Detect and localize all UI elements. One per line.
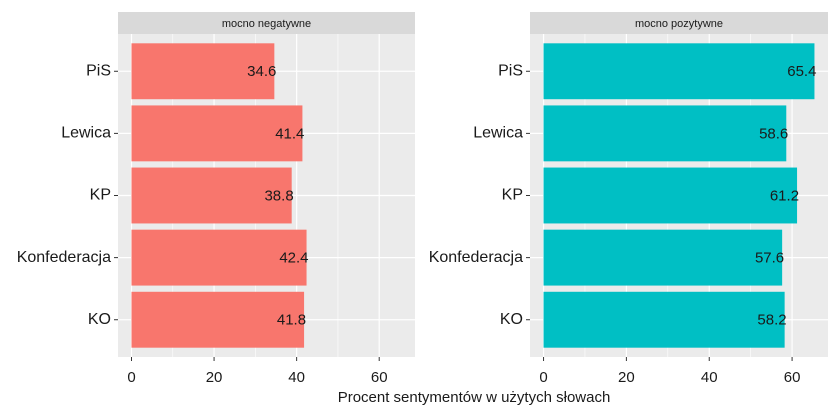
y-tick-label: Lewica	[61, 125, 111, 142]
bar	[131, 105, 303, 162]
facet-title: mocno negatywne	[222, 18, 311, 30]
y-tick-label: PiS	[498, 62, 523, 79]
bar	[543, 229, 783, 286]
y-tick-label: Konfederacja	[17, 249, 111, 266]
bar	[131, 291, 305, 348]
data-label: 38.8	[264, 187, 293, 204]
bar	[131, 43, 275, 100]
x-tick-label: 60	[784, 369, 801, 386]
bar	[131, 167, 292, 224]
data-label: 41.4	[275, 125, 304, 142]
x-tick-label: 40	[701, 369, 718, 386]
data-label: 58.6	[759, 125, 788, 142]
data-label: 58.2	[757, 312, 786, 329]
strip	[118, 12, 415, 34]
y-tick-label: KP	[90, 187, 111, 204]
x-tick-label: 20	[618, 369, 635, 386]
y-tick-label: KP	[502, 187, 523, 204]
bar	[543, 291, 785, 348]
data-label: 41.8	[277, 312, 306, 329]
data-label: 34.6	[247, 63, 276, 80]
x-tick-label: 0	[127, 369, 135, 386]
y-tick-label: Konfederacja	[429, 249, 523, 266]
bar	[543, 43, 815, 100]
x-axis-label: Procent sentymentów w użytych słowach	[338, 389, 611, 406]
data-label: 65.4	[787, 63, 816, 80]
y-tick-label: Lewica	[473, 125, 523, 142]
bar	[543, 105, 787, 162]
data-label: 42.4	[279, 250, 308, 267]
y-tick-label: KO	[88, 311, 111, 328]
bar	[543, 167, 798, 224]
bar	[131, 229, 307, 286]
y-tick-label: PiS	[86, 62, 111, 79]
data-label: 57.6	[755, 250, 784, 267]
data-label: 61.2	[770, 187, 799, 204]
x-tick-label: 20	[206, 369, 223, 386]
y-tick-label: KO	[500, 311, 523, 328]
x-tick-label: 0	[539, 369, 547, 386]
x-tick-label: 40	[288, 369, 305, 386]
strip	[530, 12, 828, 34]
x-tick-label: 60	[371, 369, 388, 386]
facet-title: mocno pozytywne	[635, 18, 723, 30]
